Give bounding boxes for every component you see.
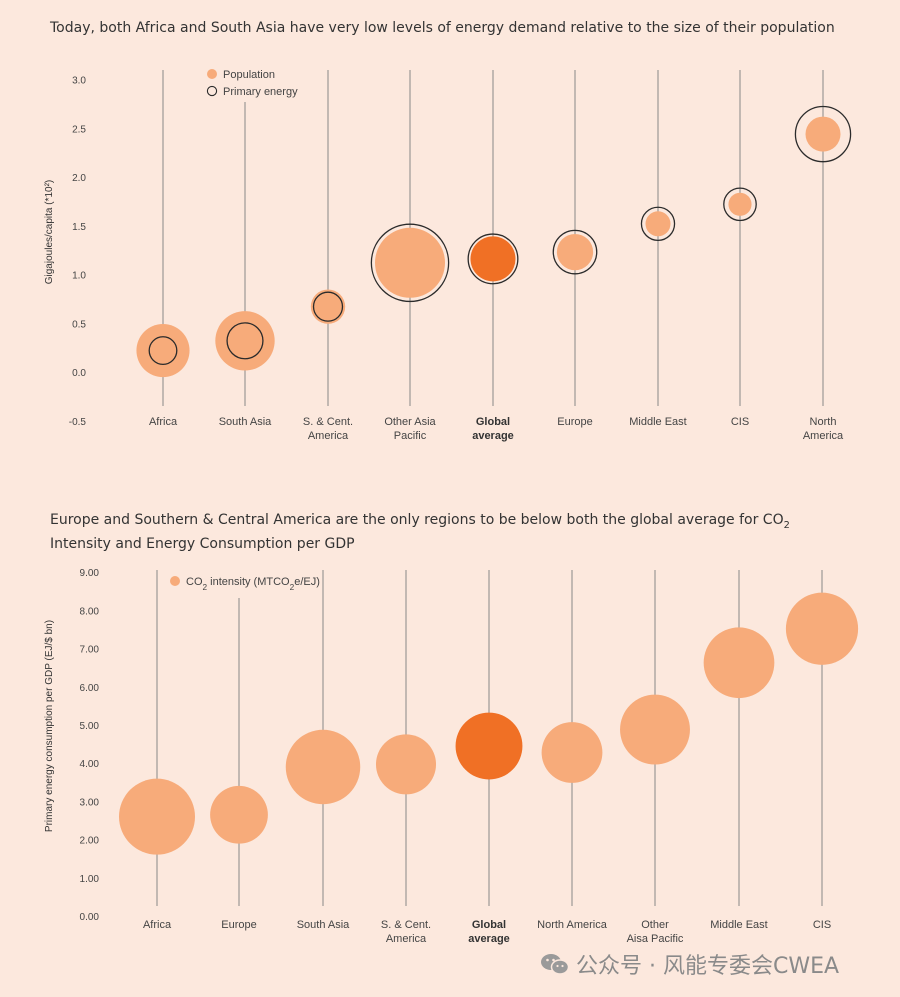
category-label: CIS: [813, 919, 831, 931]
y-axis-label: Primary energy consumption per GDP (EJ/$…: [44, 620, 55, 832]
category-label: North America: [537, 919, 608, 931]
legend-population-label: Population: [223, 69, 275, 81]
y-tick-label: 3.00: [80, 797, 100, 808]
co2-intensity-bubble: [620, 694, 690, 765]
legend-co2-marker: [170, 576, 180, 586]
population-bubble: [645, 211, 671, 237]
population-bubble: [310, 289, 346, 324]
co2-intensity-bubble: [785, 592, 859, 665]
y-tick-label: 1.5: [72, 222, 86, 233]
category-label: S. & Cent.: [381, 919, 431, 931]
category-label: Middle East: [629, 416, 686, 428]
category-label: S. & Cent.: [303, 416, 353, 428]
category-label: Global: [472, 919, 506, 931]
population-bubble: [556, 233, 594, 271]
y-tick-label: 2.0: [72, 173, 86, 184]
legend-population-marker: [207, 69, 217, 79]
category-label: Other: [641, 919, 669, 931]
category-label: America: [386, 933, 427, 945]
legend-co2-label: CO2 intensity (MTCO2e/EJ): [186, 576, 320, 592]
primary-energy-ring: [552, 229, 598, 275]
y-tick-label: 0.5: [72, 319, 86, 330]
y-axis-label: Gigajoules/capita (*10²): [44, 180, 55, 285]
y-tick-label: -0.5: [69, 417, 87, 428]
category-label: America: [803, 430, 844, 442]
category-label: Global: [476, 416, 510, 428]
chart-1-title: Today, both Africa and South Asia have v…: [50, 20, 835, 36]
category-label: Africa: [149, 416, 178, 428]
category-label: average: [472, 430, 514, 442]
category-label: Middle East: [710, 919, 767, 931]
category-label: South Asia: [297, 919, 350, 931]
y-tick-label: 3.0: [72, 76, 86, 87]
population-bubble: [470, 236, 516, 282]
watermark: 公众号 · 风能专委会CWEA: [540, 948, 839, 980]
category-label: Africa: [143, 919, 172, 931]
primary-energy-ring: [794, 105, 852, 163]
co2-intensity-bubble: [375, 734, 437, 795]
population-bubble: [728, 192, 752, 216]
y-tick-label: 2.5: [72, 124, 86, 135]
category-label: Pacific: [394, 430, 427, 442]
chart-2-title: Europe and Southern & Central America ar…: [50, 512, 790, 552]
population-bubble: [805, 116, 841, 152]
wechat-icon: [540, 952, 570, 976]
y-tick-label: 0.00: [80, 912, 100, 923]
chart-1-energy-demand-bubble-chart: 3.0 2.5 2.0 1.5 1.0 0.5 0.0 -0.5 Gigajoules/capi…: [44, 69, 852, 442]
primary-energy-ring: [640, 206, 676, 242]
co2-intensity-bubble: [210, 785, 268, 844]
watermark-text: 公众号 · 风能专委会CWEA: [576, 954, 840, 979]
primary-energy-ring: [226, 322, 264, 360]
co2-intensity-bubble: [703, 627, 775, 699]
category-label: Europe: [557, 416, 592, 428]
y-tick-label: 1.00: [80, 874, 100, 885]
y-tick-label: 0.0: [72, 368, 86, 379]
primary-energy-ring: [312, 291, 344, 322]
category-label: CIS: [731, 416, 749, 428]
category-label: America: [308, 430, 349, 442]
primary-energy-ring: [370, 223, 450, 303]
primary-energy-ring: [467, 233, 519, 285]
y-tick-label: 5.00: [80, 721, 100, 732]
y-tick-label: 9.00: [80, 568, 100, 579]
category-label: North: [810, 416, 837, 428]
category-label: average: [468, 933, 510, 945]
y-tick-label: 7.00: [80, 645, 100, 656]
co2-intensity-bubble: [541, 722, 603, 783]
y-tick-label: 8.00: [80, 606, 100, 617]
category-label: Aisa Pacific: [627, 933, 684, 945]
population-bubble: [215, 311, 275, 371]
legend-energy-marker: [206, 85, 218, 97]
co2-intensity-bubble: [285, 729, 361, 805]
legend-energy-label: Primary energy: [223, 86, 298, 98]
y-tick-label: 4.00: [80, 759, 100, 770]
co2-intensity-bubble: [119, 778, 195, 855]
y-tick-label: 1.0: [72, 271, 86, 282]
primary-energy-ring: [148, 336, 178, 365]
population-bubble: [375, 227, 445, 298]
y-tick-label: 6.00: [80, 683, 100, 694]
y-tick-label: 2.00: [80, 836, 100, 847]
category-label: South Asia: [219, 416, 272, 428]
population-bubble: [136, 323, 190, 378]
co2-intensity-bubble: [455, 712, 523, 780]
category-label: Other Asia: [384, 416, 436, 428]
primary-energy-ring: [723, 187, 757, 222]
category-label: Europe: [221, 919, 256, 931]
